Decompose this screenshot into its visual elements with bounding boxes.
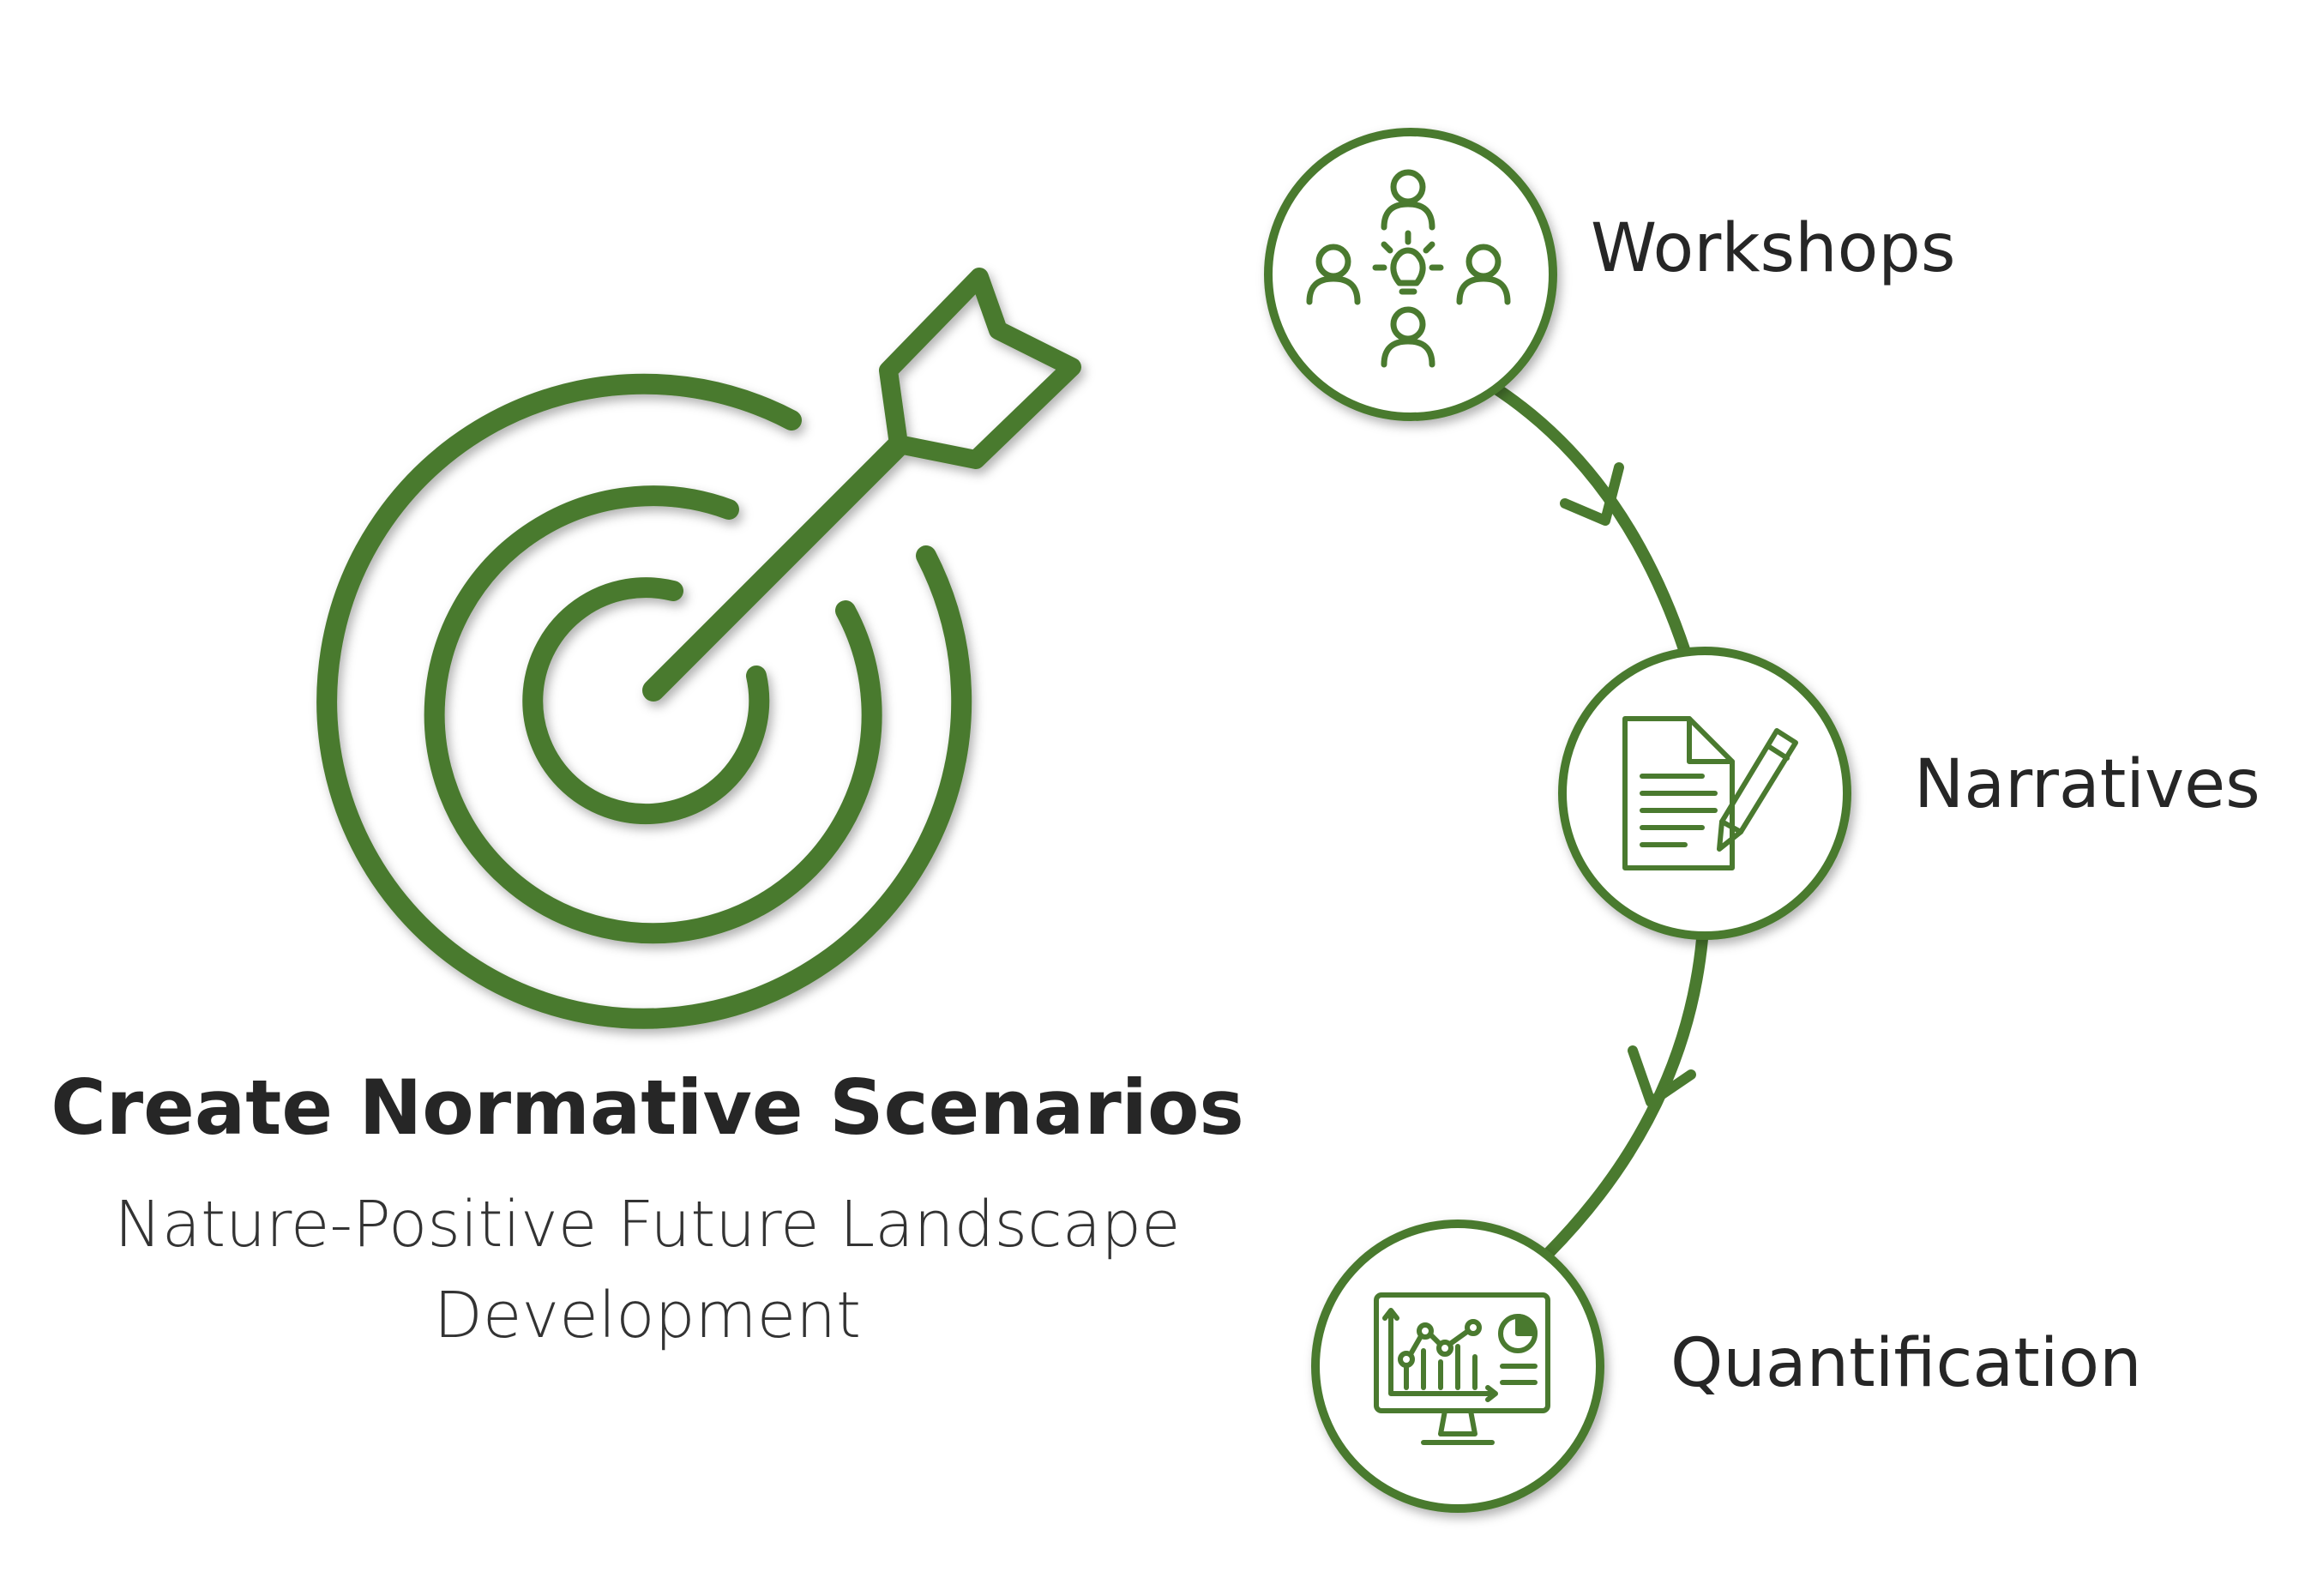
connector-narratives-quantification <box>1542 933 1708 1260</box>
flow-arrowheads <box>1560 462 1696 1107</box>
step-label-quantification: Quantification <box>1670 1325 2142 1402</box>
arrowhead-down-icon <box>1560 462 1624 526</box>
target-arrow-icon <box>316 268 1081 1029</box>
step-label-workshops: Workshops <box>1591 210 1956 287</box>
document-pencil-icon <box>1622 716 1798 870</box>
page-subtitle: Nature-Positive Future Landscape Develop… <box>114 1188 1181 1352</box>
monitor-chart-icon <box>1374 1292 1550 1445</box>
workshop-people-icon <box>1306 169 1511 368</box>
step-label-narratives: Narratives <box>1914 746 2260 823</box>
page-title: Create Normative Scenarios <box>51 1063 1244 1152</box>
step-circle <box>1264 128 1557 421</box>
step-workshops <box>1264 128 1557 421</box>
step-quantification <box>1311 1220 1604 1513</box>
step-narratives <box>1558 647 1851 940</box>
arrowhead-down-icon <box>1628 1045 1696 1107</box>
